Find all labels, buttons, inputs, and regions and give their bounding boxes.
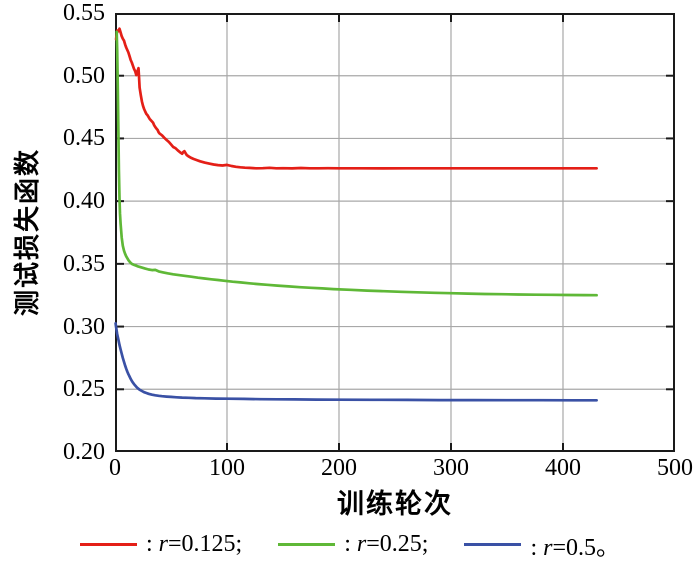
x-tick-label: 400 [545,455,581,481]
legend-item-r-0.25: : r=0.25; [278,531,428,558]
y-tick-label: 0.35 [63,250,105,277]
y-tick-label: 0.50 [63,62,105,89]
legend-label-var: r [356,530,367,557]
legend-label-pre: : [146,530,159,557]
series-line-r-0.5 [114,322,598,402]
y-tick-label: 0.30 [63,313,105,340]
legend-label-pre: : [344,530,357,557]
legend-label-var: r [158,530,169,557]
x-tick-label: 0 [109,455,121,481]
x-tick-label: 100 [209,455,245,481]
y-tick-label: 0.20 [63,439,105,465]
legend-label-post: =0.5。 [552,534,620,561]
legend-line-swatch [80,542,137,546]
y-tick-label: 0.45 [63,125,105,152]
legend-label-var: r [543,534,553,561]
legend-line-swatch [278,542,336,546]
x-tick-label: 200 [321,455,357,481]
legend-label: : r=0.25; [344,531,428,558]
y-tick-label: 0.55 [63,0,105,26]
series-line-r-0.125 [114,27,598,170]
legend-label-post: =0.25; [366,530,429,557]
y-tick-label: 0.40 [63,188,105,215]
x-tick-label: 300 [433,455,469,481]
legend-label-pre: : [530,534,544,561]
legend-item-r-0.5: : r=0.5。 [464,527,620,562]
y-tick-label: 0.25 [63,376,105,403]
plot-region: 0.55 0.50 0.45 0.40 0.35 0.30 0.25 0.20 0 100 200… [63,0,693,481]
y-axis-title: 测试损失函数 [13,148,42,317]
legend: : r=0.125;: r=0.25;: r=0.5。 [0,527,700,561]
y-tick-labels: 0.55 0.50 0.45 0.40 0.35 0.30 0.25 0.20 [45,0,105,465]
legend-line-swatch [464,542,522,546]
legend-item-r-0.125: : r=0.125; [80,531,242,558]
legend-label: : r=0.125; [146,531,242,558]
legend-label-post: =0.125; [168,530,243,557]
x-tick-labels: 0 100 200 300 400 500 [109,454,693,484]
series-line-r-0.25 [115,30,598,297]
legend-label: : r=0.5。 [530,527,620,562]
x-tick-label: 500 [657,455,693,481]
plot-canvas [114,13,675,452]
x-axis-title: 训练轮次 [337,489,453,519]
